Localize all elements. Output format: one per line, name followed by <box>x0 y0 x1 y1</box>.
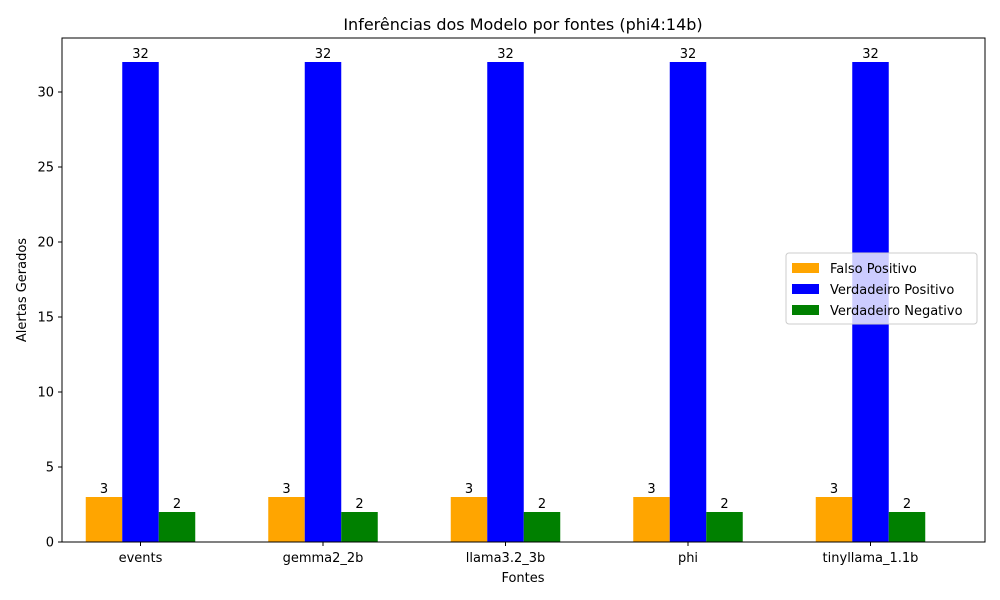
data-label-2-0: 2 <box>173 497 181 512</box>
x-axis-label: Fontes <box>501 571 544 586</box>
bar-0-2 <box>450 497 488 542</box>
legend: Falso Positivo Verdadeiro Positivo Verdade… <box>785 252 978 325</box>
bar-0-4 <box>815 497 853 542</box>
data-label-2-4: 2 <box>903 497 911 512</box>
data-label-1-2: 32 <box>497 47 514 62</box>
y-tick-label-3: 15 <box>37 311 54 326</box>
bar-1-0 <box>122 62 159 542</box>
bar-2-0 <box>158 512 196 542</box>
y-tick-label-4: 20 <box>37 236 54 251</box>
x-tick-label-1: gemma2_2b <box>283 551 364 566</box>
data-label-2-1: 2 <box>355 497 363 512</box>
legend-entry-0: Falso Positivo <box>830 262 917 277</box>
y-axis-label: Alertas Gerados <box>15 238 30 342</box>
y-tick-label-5: 25 <box>37 161 54 176</box>
bar-0-1 <box>268 497 305 542</box>
data-label-0-3: 3 <box>647 482 655 497</box>
legend-entry-2: Verdadeiro Negativo <box>830 304 963 319</box>
x-tick-label-3: phi <box>678 551 698 566</box>
data-label-2-2: 2 <box>538 497 546 512</box>
x-tick-label-2: llama3.2_3b <box>466 551 546 566</box>
x-tick-label-4: tinyllama_1.1b <box>823 551 919 566</box>
bar-0-3 <box>633 497 670 542</box>
y-tick-label-1: 5 <box>46 461 54 476</box>
y-tick-label-0: 0 <box>46 536 54 551</box>
legend-swatch-0 <box>792 263 819 273</box>
bar-2-4 <box>888 512 926 542</box>
data-label-1-0: 32 <box>132 47 149 62</box>
axes-frame <box>61 37 986 543</box>
data-label-1-4: 32 <box>862 47 879 62</box>
bar-1-3 <box>669 62 707 542</box>
legend-entry-1: Verdadeiro Positivo <box>830 283 954 298</box>
y-tick-label-6: 30 <box>37 86 54 101</box>
data-label-0-0: 3 <box>100 482 108 497</box>
x-tick-label-0: events <box>119 551 163 566</box>
legend-swatch-2 <box>792 305 819 315</box>
bar-0-0 <box>85 497 123 542</box>
data-label-1-3: 32 <box>680 47 697 62</box>
y-tick-label-2: 10 <box>37 386 54 401</box>
bar-2-1 <box>341 512 378 542</box>
data-label-0-4: 3 <box>830 482 838 497</box>
data-label-2-3: 2 <box>720 497 728 512</box>
legend-box <box>785 252 978 325</box>
bar-2-3 <box>706 512 743 542</box>
chart-title: Inferências dos Modelo por fontes (phi4:… <box>343 15 702 34</box>
legend-swatch-1 <box>792 284 819 294</box>
bar-2-2 <box>523 512 561 542</box>
data-label-0-1: 3 <box>282 482 290 497</box>
bar-1-2 <box>487 62 524 542</box>
data-label-1-1: 32 <box>315 47 332 62</box>
bar-1-1 <box>304 62 342 542</box>
data-label-0-2: 3 <box>465 482 473 497</box>
